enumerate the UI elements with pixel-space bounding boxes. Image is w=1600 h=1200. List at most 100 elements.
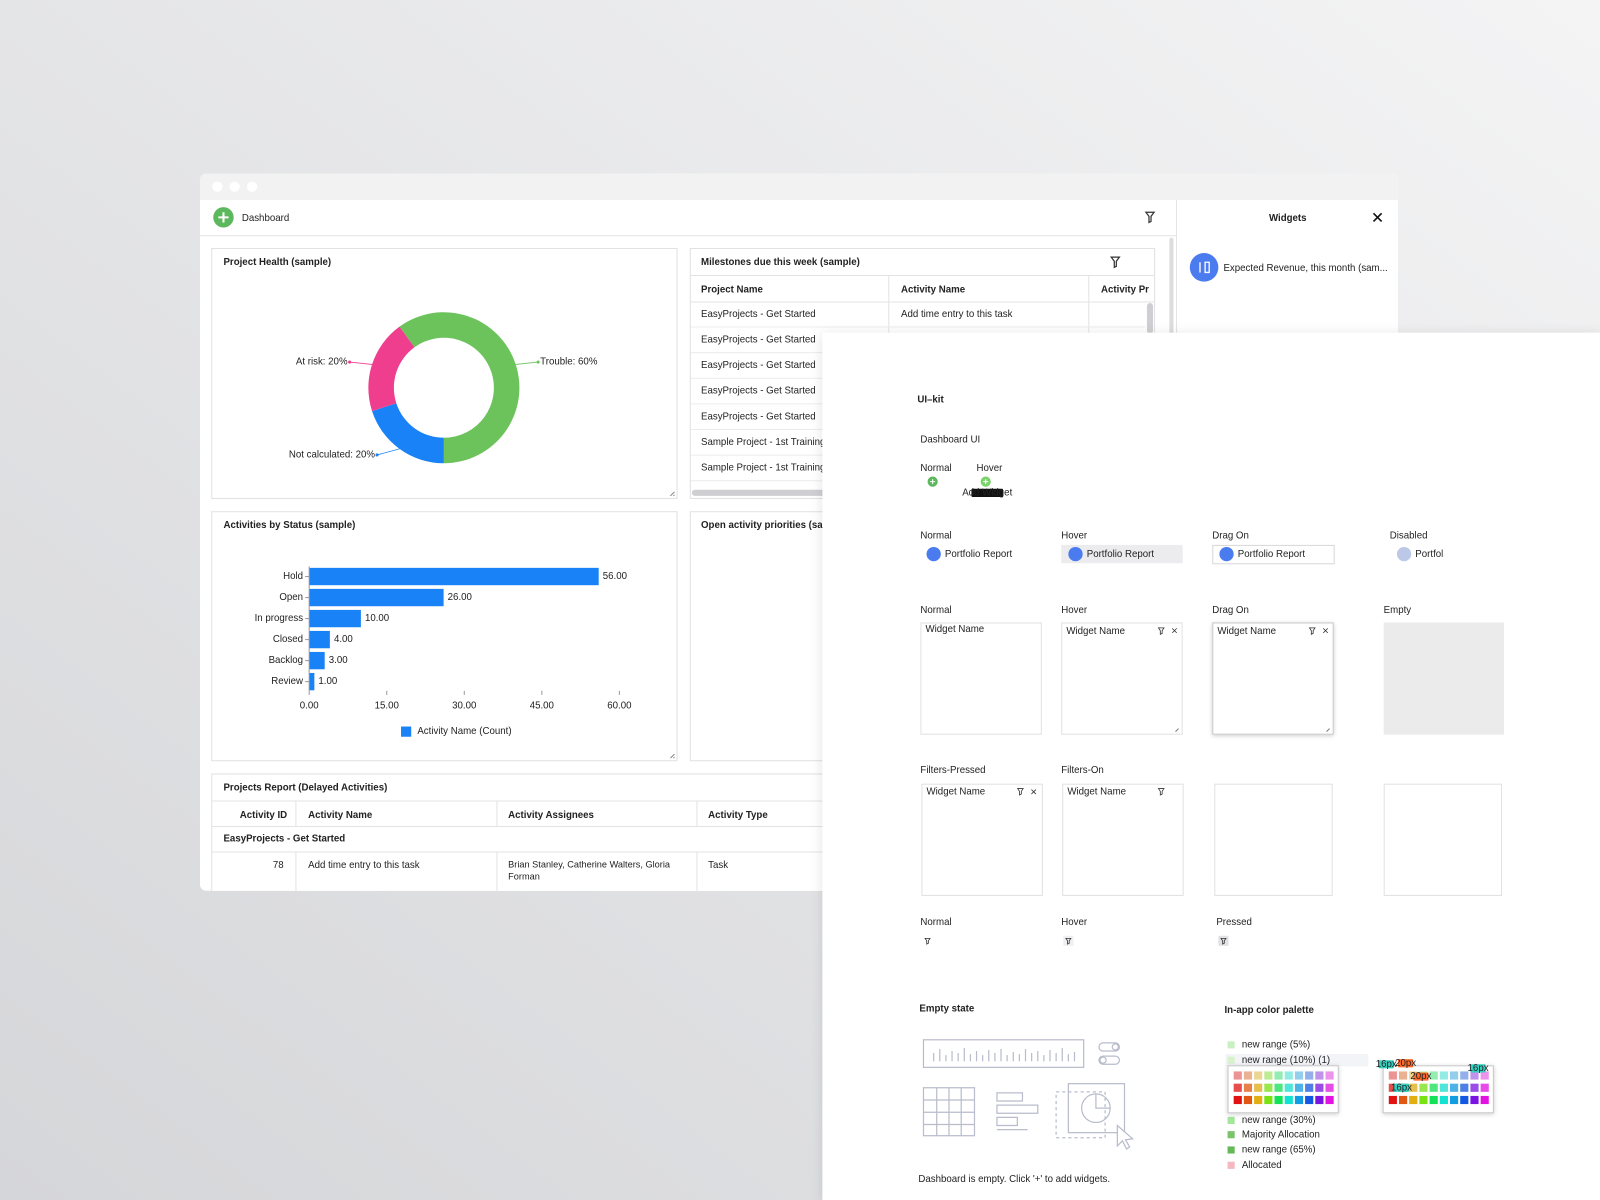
palette-color[interactable]: [1305, 1083, 1314, 1092]
palette-color[interactable]: [1388, 1095, 1397, 1105]
filter-icon[interactable]: [1144, 211, 1156, 224]
widget-item[interactable]: [1189, 253, 1219, 282]
palette-color[interactable]: [1274, 1083, 1283, 1092]
table-cell: Brian Stanley, Catherine Walters, Gloria…: [508, 859, 670, 882]
filter-icon[interactable]: [1157, 788, 1165, 796]
palette-color[interactable]: [1450, 1095, 1459, 1105]
widget-title: Activities by Status (sample): [223, 520, 355, 531]
close-icon[interactable]: [1372, 212, 1383, 223]
palette-color[interactable]: [1460, 1083, 1469, 1092]
palette-color[interactable]: [1409, 1095, 1418, 1105]
item-icon[interactable]: [926, 546, 941, 562]
palette-color[interactable]: [1243, 1095, 1253, 1105]
palette-color[interactable]: [1419, 1083, 1428, 1092]
palette-color[interactable]: [1274, 1071, 1283, 1080]
palette-color[interactable]: [1233, 1071, 1242, 1080]
palette-color[interactable]: [1429, 1071, 1438, 1080]
kit-subtitle: Dashboard UI: [920, 434, 980, 445]
palette-color[interactable]: [1450, 1071, 1459, 1080]
palette-color[interactable]: [1315, 1095, 1324, 1105]
widget-card: [920, 622, 1042, 735]
palette-color[interactable]: [1325, 1095, 1334, 1105]
filter-icon[interactable]: [1308, 627, 1316, 635]
palette-color[interactable]: [1470, 1095, 1479, 1105]
bar: [309, 630, 330, 649]
palette-color[interactable]: [1388, 1083, 1397, 1092]
palette-color[interactable]: [1388, 1071, 1397, 1080]
palette-color[interactable]: [1470, 1071, 1479, 1080]
palette-color[interactable]: [1274, 1095, 1283, 1105]
palette-color[interactable]: [1305, 1095, 1314, 1105]
palette-color[interactable]: [1233, 1083, 1242, 1092]
data-label: 26.00: [448, 592, 473, 603]
palette-color[interactable]: [1429, 1095, 1438, 1105]
palette-color[interactable]: [1419, 1095, 1428, 1105]
section-title: Empty state: [919, 1004, 975, 1015]
column-header: Activity Name: [901, 284, 966, 295]
palette-color[interactable]: [1480, 1083, 1489, 1092]
palette-color[interactable]: [1439, 1095, 1448, 1105]
size-tag-label: 16px: [1391, 1082, 1412, 1093]
palette-color[interactable]: [1398, 1095, 1408, 1105]
palette-color[interactable]: [1284, 1095, 1293, 1105]
close-icon[interactable]: [1322, 628, 1329, 634]
filter-icon[interactable]: [1065, 937, 1072, 945]
table-cell: EasyProjects - Get Started: [701, 386, 816, 397]
item-icon[interactable]: [1068, 546, 1083, 562]
palette-color[interactable]: [1264, 1071, 1273, 1080]
filter-icon[interactable]: [1220, 937, 1227, 945]
palette-color[interactable]: [1243, 1071, 1253, 1080]
palette-color[interactable]: [1264, 1095, 1273, 1105]
palette-color[interactable]: [1315, 1071, 1324, 1080]
palette-color[interactable]: [1284, 1071, 1293, 1080]
palette-color[interactable]: [1480, 1071, 1489, 1080]
palette-color[interactable]: [1325, 1083, 1334, 1092]
palette-color[interactable]: [1398, 1071, 1408, 1080]
filter-icon[interactable]: [1157, 627, 1165, 635]
palette-color[interactable]: [1480, 1095, 1489, 1105]
cell-text: Brian Stanley, Catherine Walters, Gloria…: [508, 859, 670, 882]
state-label: Filters-Pressed: [920, 765, 985, 776]
palette-color[interactable]: [1439, 1083, 1448, 1092]
palette-color[interactable]: [1254, 1095, 1263, 1105]
ui-kit-sheet: UI–kit Dashboard UI Empty state In-app c…: [822, 332, 1600, 1200]
state-label: Empty: [1384, 605, 1412, 616]
y-tick-label: Open: [279, 592, 303, 603]
palette-color[interactable]: [1460, 1071, 1469, 1080]
palette-color[interactable]: [1450, 1083, 1459, 1092]
palette-color[interactable]: [1254, 1071, 1263, 1080]
palette-color[interactable]: [1233, 1095, 1242, 1105]
palette-color[interactable]: [1294, 1071, 1304, 1080]
filter-icon[interactable]: [924, 937, 931, 945]
palette-color[interactable]: [1305, 1071, 1314, 1080]
size-tag-label: 20px: [1395, 1058, 1416, 1069]
palette-color[interactable]: [1254, 1083, 1263, 1092]
table-cell: Add time entry to this task: [308, 860, 420, 871]
palette-color[interactable]: [1264, 1083, 1273, 1092]
palette-color[interactable]: [1294, 1095, 1304, 1105]
data-label: At risk: 20%: [296, 357, 348, 368]
bar: [309, 651, 325, 670]
add-widget-button[interactable]: [213, 207, 234, 228]
y-tick-label: Backlog: [269, 655, 303, 666]
widget-card: [1061, 622, 1183, 735]
filter-icon[interactable]: [1110, 256, 1121, 269]
filter-icon[interactable]: [1016, 788, 1024, 796]
palette-color[interactable]: [1460, 1095, 1469, 1105]
palette-color[interactable]: [1243, 1083, 1253, 1092]
item-icon[interactable]: [1219, 546, 1234, 562]
data-label: 4.00: [334, 634, 353, 645]
palette-color[interactable]: [1325, 1071, 1334, 1080]
y-tick-label: In progress: [255, 613, 304, 624]
palette-color[interactable]: [1315, 1083, 1324, 1092]
palette-color[interactable]: [1284, 1083, 1293, 1092]
close-icon[interactable]: [1031, 789, 1037, 795]
item-label: Portfolio Report: [945, 549, 1013, 560]
palette-color[interactable]: [1294, 1083, 1304, 1092]
palette-color[interactable]: [1429, 1083, 1438, 1092]
leader-dot: [348, 360, 352, 364]
palette-color[interactable]: [1439, 1071, 1448, 1080]
palette-color[interactable]: [1470, 1083, 1479, 1092]
palette-color[interactable]: [1409, 1083, 1418, 1092]
close-icon[interactable]: [1171, 628, 1178, 634]
